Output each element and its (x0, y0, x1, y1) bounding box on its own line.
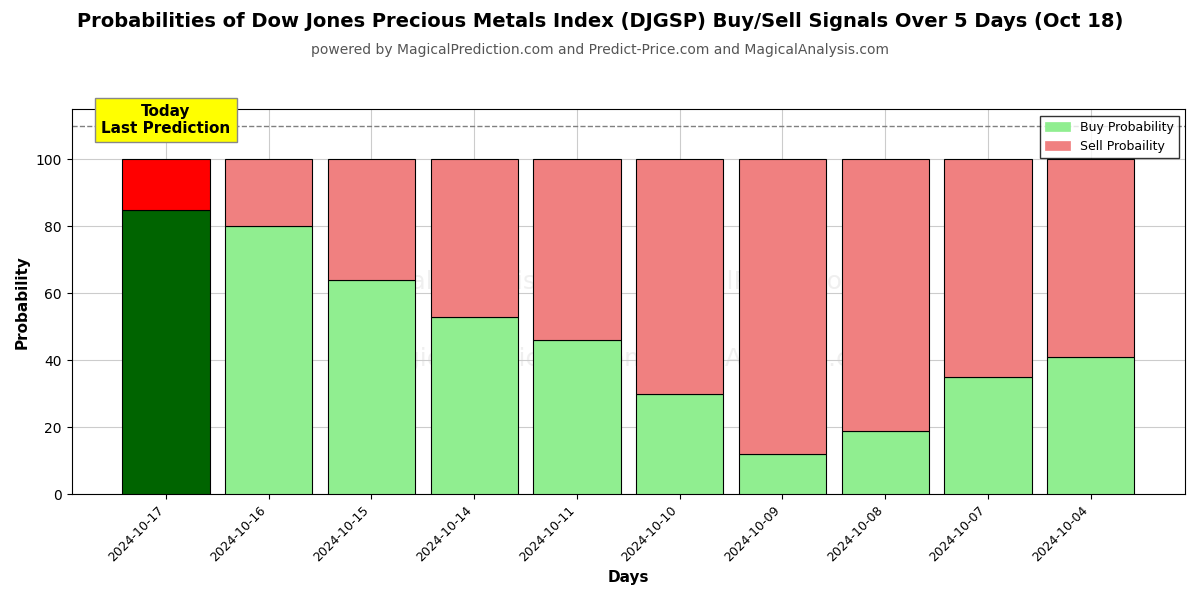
Bar (122, 209, 210, 494)
Bar (533, 340, 620, 494)
Bar (841, 431, 929, 494)
Bar (226, 226, 312, 494)
Bar (328, 160, 415, 280)
Legend: Buy Probability, Sell Probaility: Buy Probability, Sell Probaility (1040, 116, 1178, 158)
Text: MagicalAnalysis.com  |  MagicalPrediction.com: MagicalAnalysis.com | MagicalPrediction.… (337, 270, 919, 295)
Bar (431, 317, 518, 494)
Text: powered by MagicalPrediction.com and Predict-Price.com and MagicalAnalysis.com: powered by MagicalPrediction.com and Pre… (311, 43, 889, 57)
Bar (1048, 357, 1134, 494)
Bar (739, 454, 826, 494)
Bar (841, 160, 929, 431)
Text: MagicalPrediction.com  |  calAnalysis.com: MagicalPrediction.com | calAnalysis.com (367, 347, 889, 372)
Text: Today
Last Prediction: Today Last Prediction (101, 104, 230, 136)
Text: Probabilities of Dow Jones Precious Metals Index (DJGSP) Buy/Sell Signals Over 5: Probabilities of Dow Jones Precious Meta… (77, 12, 1123, 31)
Bar (1048, 160, 1134, 357)
Bar (739, 160, 826, 454)
Bar (328, 280, 415, 494)
Y-axis label: Probability: Probability (16, 255, 30, 349)
X-axis label: Days: Days (607, 570, 649, 585)
Bar (431, 160, 518, 317)
Bar (636, 160, 724, 394)
Bar (226, 160, 312, 226)
Bar (122, 160, 210, 209)
Bar (944, 377, 1032, 494)
Bar (533, 160, 620, 340)
Bar (636, 394, 724, 494)
Bar (944, 160, 1032, 377)
